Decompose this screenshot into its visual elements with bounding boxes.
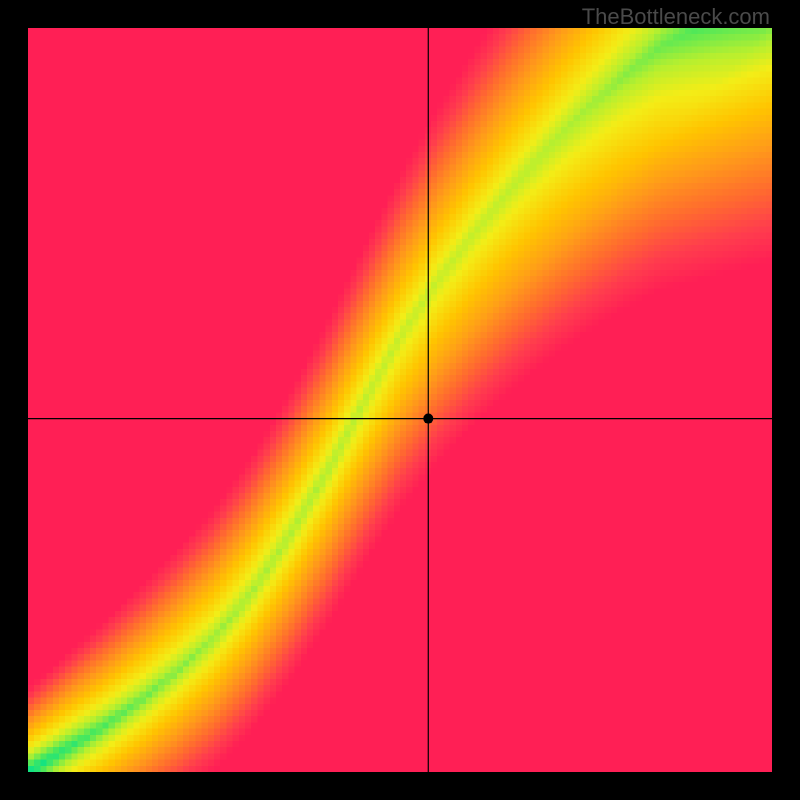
chart-container: TheBottleneck.com bbox=[0, 0, 800, 800]
crosshair-overlay bbox=[28, 28, 772, 772]
watermark-text: TheBottleneck.com bbox=[582, 4, 770, 30]
plot-area bbox=[28, 28, 772, 772]
